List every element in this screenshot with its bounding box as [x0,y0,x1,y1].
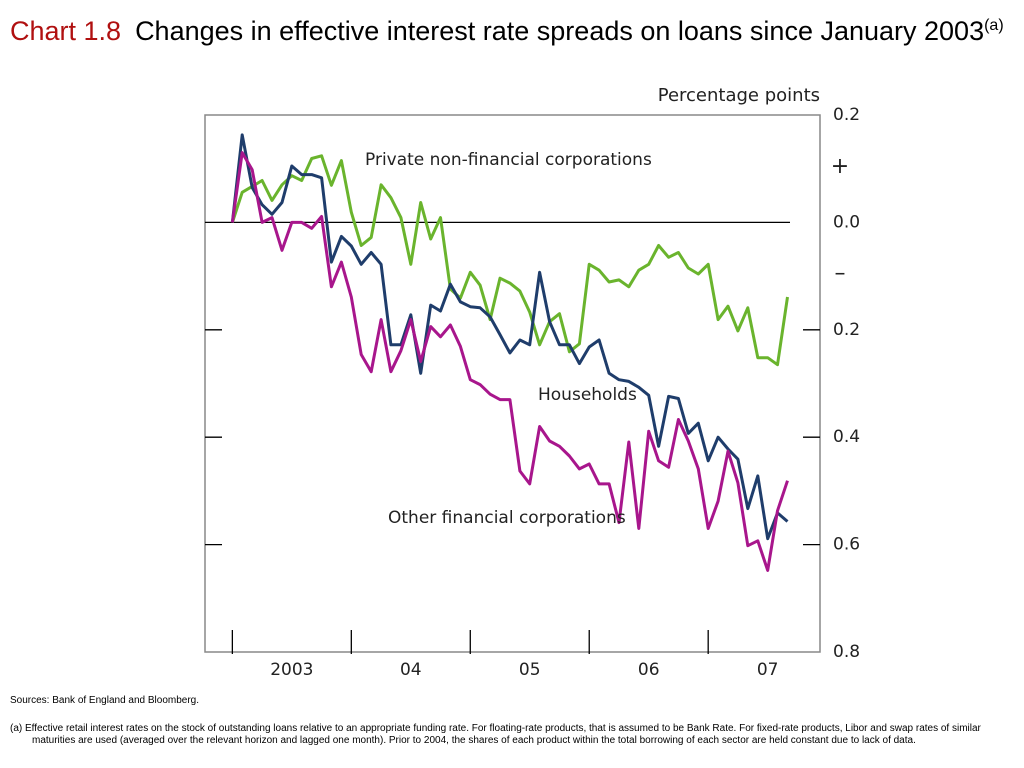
x-tick-label: 05 [519,660,541,680]
series-line [230,133,789,541]
chart-number: Chart 1.8 [10,16,122,46]
y-tick-label: 0.2 [833,105,860,125]
y-tick-label: 0.6 [833,535,860,555]
series-line [230,151,789,572]
x-tick-label: 2003 [270,660,313,680]
series-label: Other financial corporations [388,508,626,528]
x-tick-label: 07 [757,660,779,680]
y-tick-label: 0.4 [833,427,860,447]
series-label: Households [538,385,637,405]
title: Chart 1.8 Changes in effective interest r… [10,10,1010,47]
x-tick-label: 04 [400,660,422,680]
footnote: (a) Effective retail interest rates on t… [10,723,981,746]
y-tick-label: 0.0 [833,212,860,232]
y-tick-label: 0.2 [833,320,860,340]
plus-sign: + [831,154,849,179]
sources: Sources: Bank of England and Bloomberg. [10,695,200,706]
series-label: Private non-financial corporations [365,150,652,170]
minus-sign: – [835,261,846,286]
title-note: (a) [984,17,1004,34]
chart: Percentage points + – 0.2 0.0 0.2 0.4 0.6 0.8… [204,85,860,680]
x-tick-label: 06 [638,660,660,680]
chart-title: Changes in effective interest rate sprea… [135,16,985,46]
y-tick-label: 0.8 [833,642,860,662]
series-line [230,154,789,367]
plot-frame [204,114,821,653]
y-axis-label: Percentage points [658,85,820,106]
